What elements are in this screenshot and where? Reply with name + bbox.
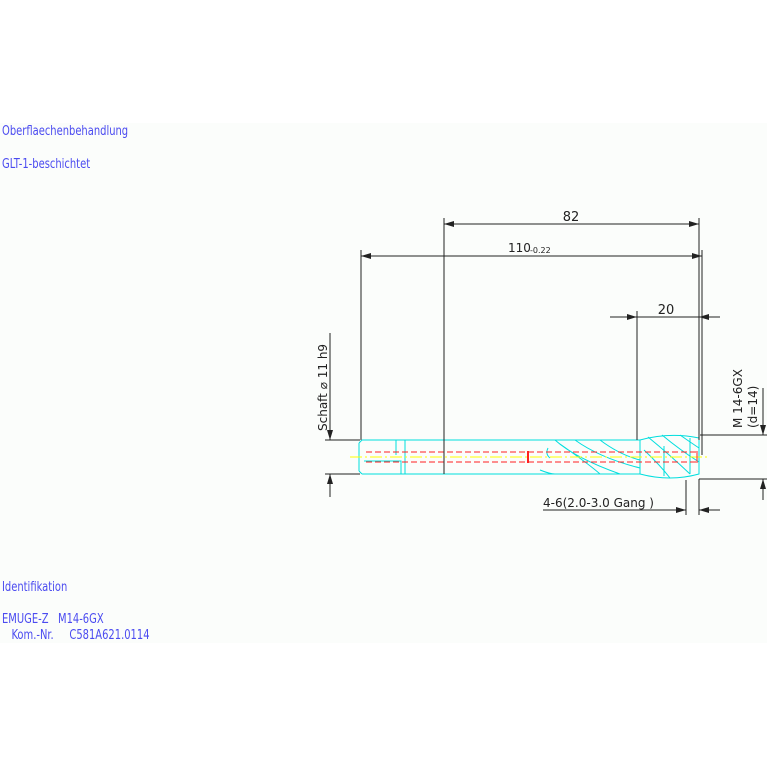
- dim-chamfer-turns: 4-6(2.0-3.0 Gang ): [543, 496, 654, 510]
- dim-chamfer-length: 20: [658, 303, 675, 318]
- drawing-sheet: [0, 123, 767, 643]
- dim-thread-length: 82: [563, 210, 580, 225]
- surface-treatment-label: Oberflaechenbehandlung: [2, 124, 129, 139]
- dim-shank-diameter: Schaft ⌀ 11 h9: [316, 344, 330, 431]
- dim-thread-diameter: (d=14): [746, 386, 760, 428]
- dim-thread-size: M 14-6GX: [731, 369, 745, 428]
- hidden-lines: [366, 451, 697, 463]
- identification-line-1: EMUGE-Z M14-6GX: [2, 612, 104, 627]
- dim-total-length: 110: [508, 241, 531, 255]
- surface-treatment-value: GLT-1-beschichtet: [2, 157, 91, 172]
- identification-label: Identifikation: [2, 580, 68, 595]
- identification-line-2: Kom.-Nr. C581A621.0114: [2, 628, 150, 643]
- dim-total-length-tolerance: -0.22: [530, 246, 551, 255]
- dimension-lines: [325, 218, 767, 515]
